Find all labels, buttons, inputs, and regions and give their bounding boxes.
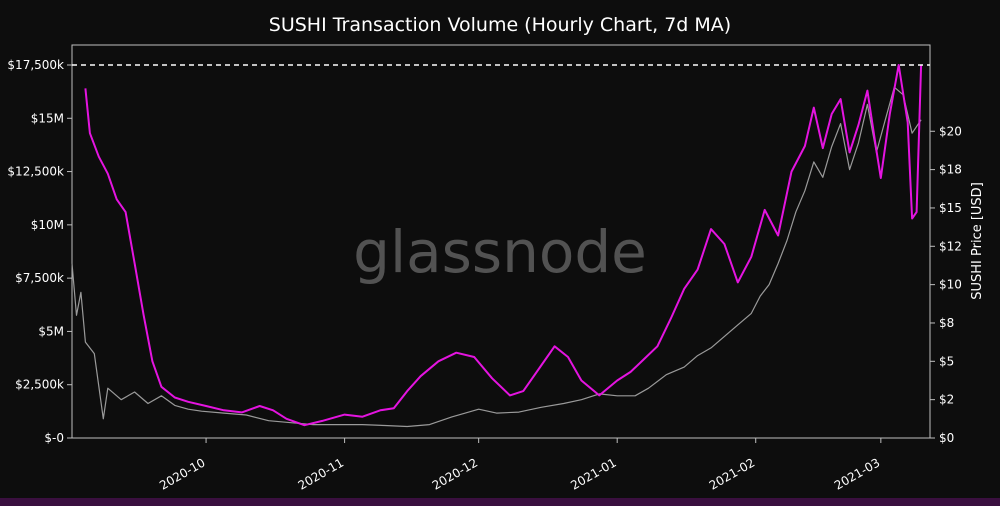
- plot-frame: [71, 44, 931, 439]
- left-tick-label: $-0: [44, 431, 64, 445]
- price-series-line: [71, 86, 922, 428]
- x-tick-label: 2021-01: [568, 455, 618, 492]
- right-tick-label: $2: [939, 393, 954, 407]
- left-tick-label: $15M: [31, 111, 64, 125]
- right-tick-label: $8: [939, 316, 954, 330]
- x-axis: 2020-10 2020-11 2020-12 2021-01 2021-02 2021-…: [157, 438, 882, 493]
- series-group: [71, 64, 923, 428]
- x-tick-label: 2020-12: [430, 455, 480, 492]
- chart-title: SUSHI Transaction Volume (Hourly Chart, …: [269, 14, 731, 36]
- right-tick-label: $10: [939, 278, 962, 292]
- right-tick-label: $0: [939, 431, 954, 445]
- x-tick-label: 2020-11: [296, 455, 346, 492]
- glassnode-watermark: glassnode: [353, 218, 647, 286]
- left-tick-label: $10M: [31, 218, 64, 232]
- bottom-accent-bar: [0, 498, 1000, 506]
- right-tick-label: $5: [939, 354, 954, 368]
- x-tick-label: 2021-03: [832, 455, 882, 492]
- right-axis-label: SUSHI Price [USD]: [970, 182, 985, 300]
- right-tick-label: $15: [939, 201, 962, 215]
- x-tick-label: 2021-02: [707, 455, 757, 492]
- right-tick-label: $12: [939, 239, 962, 253]
- volume-series-line: [84, 64, 923, 427]
- left-tick-label: $5M: [38, 324, 64, 338]
- right-tick-label: $20: [939, 124, 962, 138]
- left-tick-label: $7,500k: [15, 271, 64, 285]
- left-axis: $-0 $2,500k $5M $7,500k $10M $12,500k $15M $17,…: [7, 58, 72, 445]
- left-tick-label: $17,500k: [7, 58, 64, 72]
- left-tick-label: $2,500k: [15, 378, 64, 392]
- right-tick-label: $18: [939, 163, 962, 177]
- x-tick-label: 2020-10: [157, 455, 207, 492]
- left-tick-label: $12,500k: [7, 165, 64, 179]
- right-axis: $0 $2 $5 $8 $10 $12 $15 $18 $20: [930, 124, 962, 445]
